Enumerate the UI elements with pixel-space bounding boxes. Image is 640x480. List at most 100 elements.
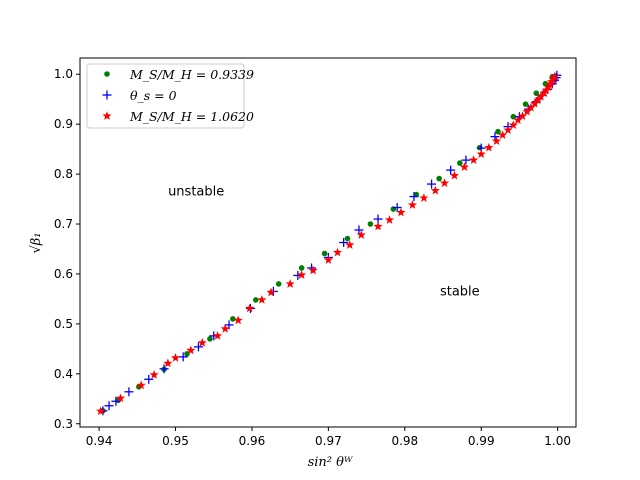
data-point-star [285, 279, 295, 288]
x-tick-label: 0.95 [162, 434, 189, 448]
y-tick-label: 0.7 [54, 217, 73, 231]
data-point-dot [275, 281, 282, 287]
legend-box [86, 63, 245, 129]
legend-marker-plus [102, 90, 112, 100]
data-point-plus [392, 203, 402, 213]
data-point-star [476, 149, 486, 158]
x-tick-label: 0.96 [239, 434, 266, 448]
data-point-star [396, 207, 406, 217]
x-tick-label: 1.00 [544, 434, 571, 448]
data-point-star [484, 142, 494, 152]
y-axis-ticks: 0.3 0.4 0.5 0.6 0.7 0.8 0.9 1.0 [54, 67, 80, 431]
data-point-plus [144, 374, 154, 384]
data-point-star [430, 185, 440, 195]
data-point-star [439, 178, 450, 187]
data-point-plus [409, 192, 419, 202]
data-point-plus [461, 155, 471, 165]
y-tick-label: 0.4 [54, 367, 73, 381]
y-tick-label: 0.6 [54, 267, 73, 281]
data-point-dot [298, 265, 305, 271]
data-point-dot [252, 297, 259, 303]
data-point-star [522, 106, 532, 116]
data-point-star [163, 358, 173, 368]
data-point-dot [522, 101, 529, 107]
data-point-star [356, 230, 366, 239]
data-point-star [96, 406, 106, 416]
data-point-plus [427, 179, 437, 189]
data-point-star [323, 255, 333, 264]
data-point-star [115, 393, 126, 403]
legend-marker-plus [102, 90, 112, 100]
data-point-dot [495, 128, 501, 135]
legend-label-series-3: M_S/M_H = 1.0620 [129, 109, 254, 124]
data-marks [96, 70, 562, 416]
y-tick-label: 0.8 [54, 167, 73, 181]
data-point-star [373, 221, 383, 231]
data-point-dot [533, 90, 540, 97]
legend-marker-dot [104, 71, 110, 77]
data-point-star [245, 303, 255, 313]
data-point-dot [207, 336, 213, 342]
data-point-star [536, 91, 546, 101]
data-point-star [197, 338, 207, 347]
data-point-star [257, 295, 267, 304]
data-point-plus [354, 225, 364, 235]
legend-label-series-2: θ_s = 0 [130, 88, 177, 103]
y-tick-label: 0.9 [54, 117, 73, 131]
series-1 [100, 73, 556, 414]
legend-marker-star [102, 111, 112, 120]
y-tick-label: 0.5 [54, 317, 73, 331]
x-tick-label: 0.98 [391, 434, 418, 448]
legend-label-series-1: M_S/M_H = 0.9339 [129, 67, 254, 82]
data-point-star [136, 380, 146, 390]
x-tick-label: 0.94 [86, 434, 113, 448]
x-tick-label: 0.97 [315, 434, 342, 448]
data-point-star [517, 111, 528, 121]
legend-marker-star [102, 111, 112, 120]
annotation-stable: stable [440, 284, 480, 299]
data-point-star [503, 125, 513, 135]
data-point-star [530, 98, 540, 108]
data-point-dot [344, 235, 351, 242]
data-point-dot [436, 175, 442, 182]
data-point-star [459, 162, 469, 171]
data-point-plus [339, 238, 349, 247]
data-point-dot [184, 351, 190, 357]
data-point-star [233, 315, 243, 325]
data-point-star [526, 102, 536, 112]
data-point-star [297, 270, 307, 279]
data-point-star [491, 136, 502, 146]
data-point-star [498, 130, 508, 140]
data-point-dot [457, 160, 463, 166]
data-point-star [533, 95, 543, 105]
data-point-star [384, 215, 395, 224]
data-point-star [308, 265, 318, 275]
data-point-star [186, 345, 196, 355]
data-point-plus [178, 352, 188, 362]
annotation-unstable: unstable [168, 185, 224, 200]
data-point-star [170, 353, 181, 362]
data-point-plus [104, 401, 114, 411]
data-point-dot [230, 316, 236, 322]
data-point-dot [542, 80, 549, 87]
y-tick-label: 1.0 [54, 67, 73, 81]
x-axis-label: sin² θᵂ [308, 455, 353, 470]
data-point-star [469, 155, 479, 164]
data-point-dot [510, 113, 517, 120]
data-point-star [508, 120, 518, 130]
data-point-star [419, 193, 429, 202]
data-point-star [332, 247, 343, 257]
data-point-star [266, 287, 276, 297]
legend-marker-dot [104, 71, 110, 77]
legend: M_S/M_H = 0.9339 θ_s = 0 M_S/M_H = 1.062… [86, 63, 254, 129]
data-point-plus [193, 342, 203, 352]
data-point-plus [159, 364, 169, 374]
data-point-star [550, 71, 560, 81]
data-point-star [345, 240, 355, 249]
data-point-plus [446, 165, 456, 175]
data-point-star [407, 200, 418, 209]
y-tick-label: 0.3 [54, 417, 73, 431]
data-point-star [149, 370, 159, 379]
series-3 [96, 71, 560, 416]
